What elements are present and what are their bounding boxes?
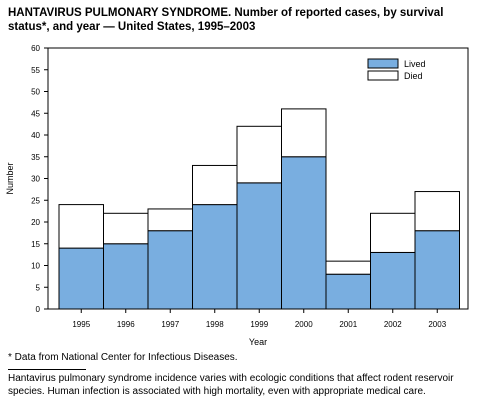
bar-lived-2003 (414, 230, 460, 310)
x-tick-label: 1996 (117, 320, 135, 329)
y-tick-label: 50 (31, 88, 40, 97)
bar-lived-2001 (325, 273, 371, 310)
footnote-divider (8, 369, 86, 370)
x-tick-label: 2002 (384, 320, 402, 329)
y-tick-label: 10 (31, 262, 40, 271)
bar-died-1997 (147, 208, 193, 232)
y-tick-label: 55 (31, 66, 40, 75)
y-tick-label: 60 (31, 44, 40, 53)
footnote: * Data from National Center for Infectio… (8, 352, 238, 363)
y-tick-label: 30 (31, 175, 40, 184)
y-tick-label: 45 (31, 109, 40, 118)
legend-label-died: Died (404, 71, 423, 81)
x-tick-label: 1999 (250, 320, 268, 329)
bar-died-1998 (192, 164, 238, 206)
x-tick-label: 2001 (339, 320, 357, 329)
y-tick-label: 35 (31, 153, 40, 162)
bar-died-2000 (281, 108, 327, 158)
bar-died-2001 (325, 260, 371, 275)
x-axis-label: Year (249, 337, 267, 347)
stacked-bar-chart: 0 5 10 15 20 25 30 35 40 45 50 55 60 1995 1996 1997 1998… (5, 44, 469, 347)
bar-died-1996 (103, 212, 149, 245)
bar-died-2002 (370, 212, 416, 253)
bar-lived-1995 (58, 247, 104, 310)
y-tick-label: 0 (36, 305, 41, 314)
bar-lived-1997 (147, 230, 193, 310)
bar-lived-2002 (370, 251, 416, 310)
y-axis-label: Number (5, 162, 15, 194)
x-tick-label: 2003 (428, 320, 446, 329)
legend-label-lived: Lived (404, 59, 426, 69)
y-tick-label: 20 (31, 218, 40, 227)
bar-lived-1996 (103, 243, 149, 310)
bar-died-1999 (236, 125, 282, 184)
bar-lived-1998 (192, 204, 238, 310)
y-tick-label: 15 (31, 240, 40, 249)
y-tick-label: 25 (31, 196, 40, 205)
y-tick-label: 40 (31, 131, 40, 140)
bar-died-2003 (414, 191, 460, 232)
legend-swatch-died (367, 70, 399, 81)
bar-lived-1999 (236, 182, 282, 310)
caption: Hantavirus pulmonary syndrome incidence … (8, 373, 454, 397)
x-tick-label: 1995 (72, 320, 90, 329)
legend-swatch-lived (367, 58, 399, 69)
bar-lived-2000 (281, 156, 327, 310)
x-tick-label: 2000 (295, 320, 313, 329)
x-tick-label: 1998 (206, 320, 224, 329)
bar-died-1995 (58, 204, 104, 249)
chart-title: HANTAVIRUS PULMONARY SYNDROME. Number of… (8, 7, 444, 33)
y-tick-label: 5 (36, 283, 41, 292)
x-tick-label: 1997 (161, 320, 179, 329)
